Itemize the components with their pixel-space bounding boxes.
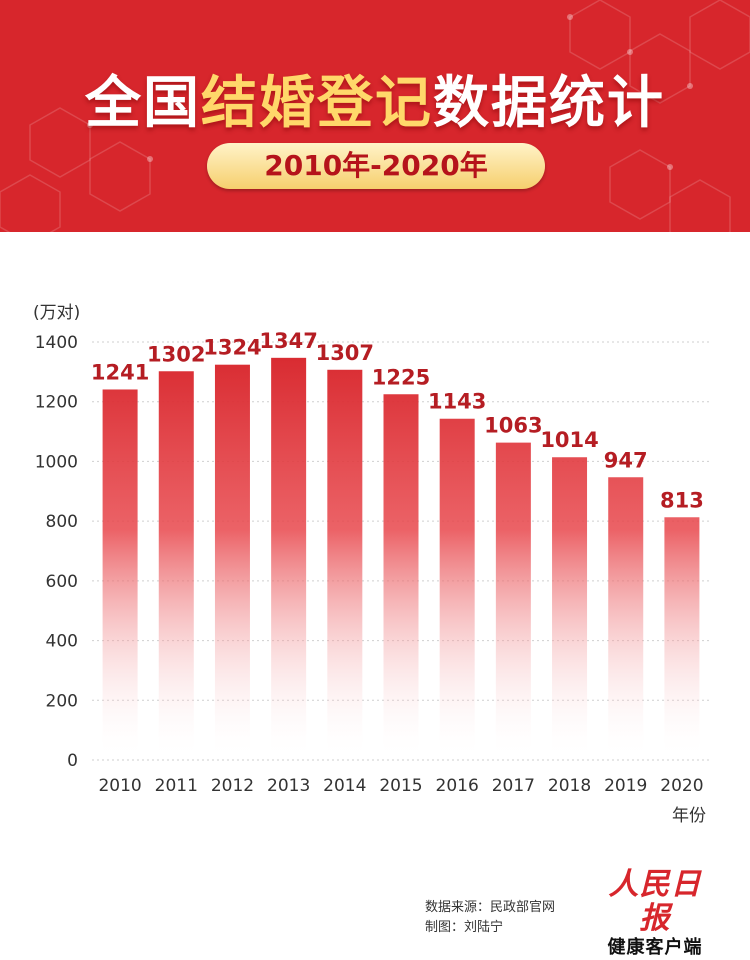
bar-2020 <box>664 517 700 760</box>
y-tick-label: 600 <box>46 572 78 592</box>
x-tick-label: 2017 <box>492 776 535 796</box>
hexagon-pattern <box>0 0 750 232</box>
y-tick-label: 1000 <box>35 452 78 472</box>
bar-2017 <box>495 442 531 760</box>
x-tick-label: 2015 <box>379 776 422 796</box>
x-tick-label: 2014 <box>323 776 366 796</box>
publisher-logo: 人民日报 健康客户端 <box>599 868 711 960</box>
bar-2014 <box>327 369 363 760</box>
bar-2013 <box>271 357 307 760</box>
x-tick-label: 2020 <box>660 776 703 796</box>
data-label: 1324 <box>203 336 261 360</box>
data-label: 813 <box>660 488 704 512</box>
data-label: 1063 <box>484 414 542 438</box>
x-tick-label: 2019 <box>604 776 647 796</box>
y-tick-label: 400 <box>46 632 78 652</box>
source-text: 数据来源：民政部官网 <box>425 900 556 915</box>
x-tick-label: 2013 <box>267 776 310 796</box>
x-tick-label: 2016 <box>436 776 479 796</box>
x-tick-label: 2018 <box>548 776 591 796</box>
bar-2011 <box>158 371 194 760</box>
y-axis-unit-label: (万对) <box>33 303 80 323</box>
bar-2010 <box>102 389 138 760</box>
date-range-badge: 2010年-2020年 <box>207 143 545 189</box>
maker-text: 制图：刘陆宁 <box>425 920 504 935</box>
data-label: 1302 <box>147 342 205 366</box>
data-label: 1014 <box>540 428 598 452</box>
data-label: 947 <box>604 448 648 472</box>
footer-credits: 数据来源：民政部官网 制图：刘陆宁 <box>425 898 555 938</box>
logo-masthead: 人民日报 <box>608 867 702 936</box>
y-tick-label: 0 <box>67 751 78 771</box>
bar-2019 <box>608 477 644 760</box>
data-label: 1347 <box>259 329 317 353</box>
data-label: 1307 <box>316 341 374 365</box>
title-prefix: 全国 <box>85 71 201 136</box>
page-title: 全国结婚登记数据统计 <box>0 58 750 139</box>
x-axis-label: 年份 <box>672 806 706 826</box>
y-tick-label: 1400 <box>35 333 78 353</box>
data-label: 1225 <box>372 365 430 389</box>
x-tick-label: 2010 <box>98 776 141 796</box>
x-tick-label: 2011 <box>155 776 198 796</box>
data-label: 1143 <box>428 390 486 414</box>
bar-2012 <box>214 364 250 760</box>
x-tick-label: 2012 <box>211 776 254 796</box>
title-suffix: 数据统计 <box>433 71 665 136</box>
title-highlight: 结婚登记 <box>201 71 433 136</box>
y-tick-label: 800 <box>46 512 78 532</box>
y-tick-label: 1200 <box>35 393 78 413</box>
y-tick-label: 200 <box>46 691 78 711</box>
bar-2015 <box>383 394 419 760</box>
bar-2018 <box>552 457 588 760</box>
logo-subtitle: 健康客户端 <box>607 937 703 958</box>
data-label: 1241 <box>91 360 149 384</box>
bar-2016 <box>439 418 475 760</box>
header-banner: 全国结婚登记数据统计 2010年-2020年 <box>0 0 750 232</box>
